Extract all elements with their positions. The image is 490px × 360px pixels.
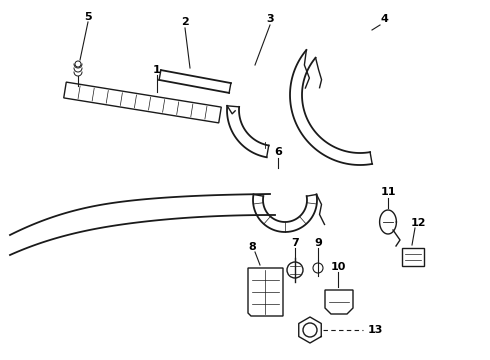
Text: 1: 1 — [153, 65, 161, 75]
Text: 10: 10 — [330, 262, 345, 272]
Text: 13: 13 — [368, 325, 383, 335]
Text: 4: 4 — [380, 14, 388, 24]
Text: 6: 6 — [274, 147, 282, 157]
Text: 2: 2 — [181, 17, 189, 27]
Text: 7: 7 — [291, 238, 299, 248]
Text: 3: 3 — [266, 14, 274, 24]
Text: 9: 9 — [314, 238, 322, 248]
Polygon shape — [64, 82, 221, 123]
Text: 11: 11 — [380, 187, 396, 197]
Text: 5: 5 — [84, 12, 92, 22]
Text: 12: 12 — [410, 218, 426, 228]
Text: 8: 8 — [248, 242, 256, 252]
